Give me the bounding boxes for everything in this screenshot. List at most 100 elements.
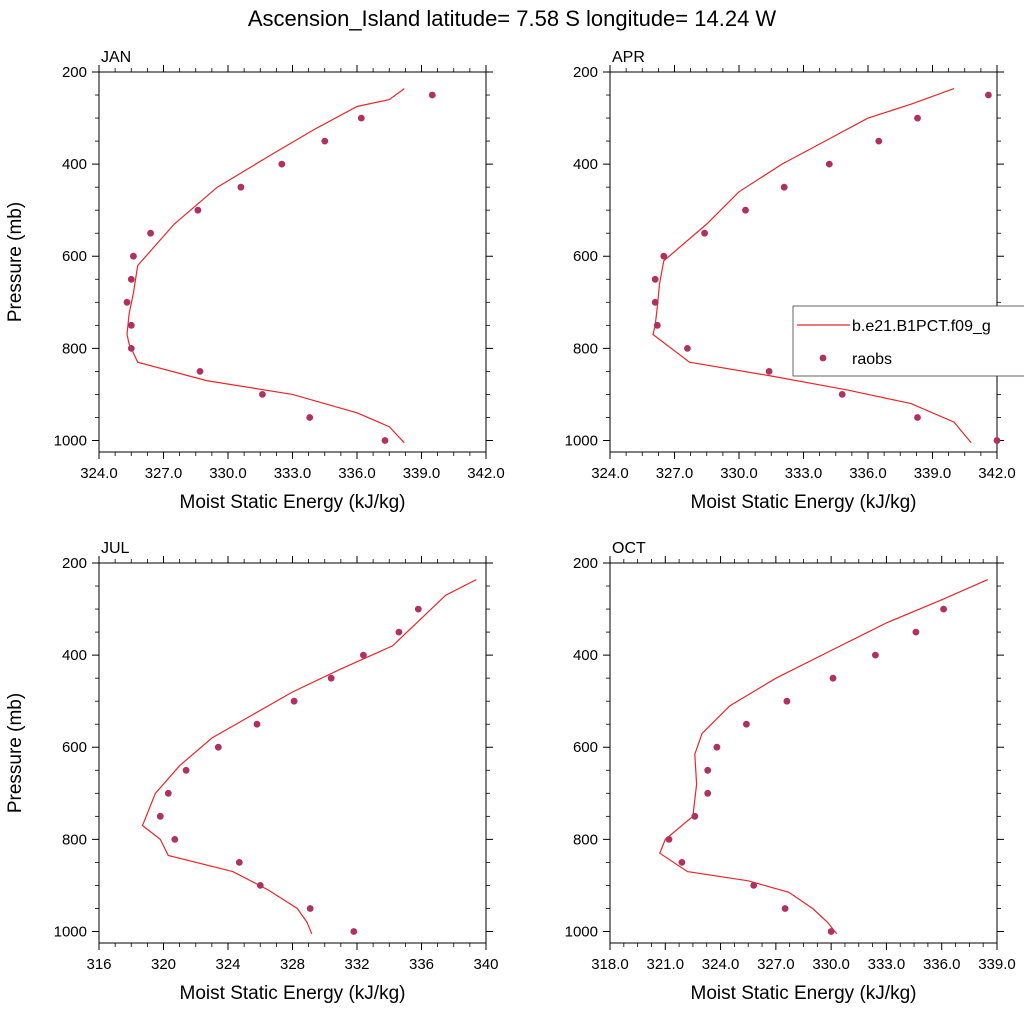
y-tick-label: 200 [62,64,87,81]
legend-dot-swatch [819,354,827,362]
x-tick-label: 336.0 [849,465,887,482]
legend-box [792,305,1024,377]
y-tick-label: 800 [62,831,87,848]
model-series-line [659,579,989,935]
figure-title: Ascension_Island latitude= 7.58 S longit… [248,6,777,31]
raobs-point [914,414,921,421]
model-series-line [141,579,477,935]
y-tick-label: 800 [573,831,598,848]
raobs-point [306,414,314,421]
x-tick-label: 339.0 [978,956,1016,973]
y-axis-label: Pressure (mb) [5,202,26,322]
raobs-point [651,298,659,306]
raobs-point [127,275,135,283]
y-tick-label: 200 [573,64,598,81]
y-tick-label: 200 [573,555,598,572]
y-tick-label: 400 [573,647,598,664]
raobs-point [743,720,750,728]
x-axis-label: Moist Static Energy (kJ/kg) [180,492,406,513]
x-tick-label: 321.0 [647,956,685,973]
x-tick-label: 330.0 [720,465,758,482]
y-tick-label: 1000 [565,432,598,449]
legend-line-label: b.e21.B1PCT.f09_g [852,318,991,335]
y-tick-label: 800 [62,340,87,357]
raobs-point [171,836,179,843]
panel-title: OCT [612,540,646,557]
raobs-point [414,605,422,613]
x-tick-label: 324.0 [591,465,629,482]
raobs-point [237,183,245,191]
panel-jan: 324.0 327.0 330.0 333.0 336.0 339.0 342.0 200 40… [5,49,505,513]
x-tick-label: 339.0 [403,465,441,482]
raobs-point [290,697,298,705]
raobs-point [428,91,436,99]
y-tick-label: 200 [62,555,87,572]
x-tick-label: 339.0 [914,465,952,482]
raobs-point [194,206,202,214]
y-tick-label: 600 [62,739,87,756]
y-tick-label: 400 [573,156,598,173]
raobs-point [838,391,846,398]
x-tick-label: 336.0 [338,465,376,482]
raobs-point [253,720,261,728]
x-tick-label: 333.0 [274,465,312,482]
legend-dot-label: raobs [852,351,892,368]
y-tick-label: 1000 [54,432,87,449]
raobs-point [653,321,661,329]
raobs-point [701,229,708,237]
y-tick-label: 400 [62,156,87,173]
raobs-point [765,368,773,375]
panel-oct: 318.0 321.0 324.0 327.0 330.0 333.0 336.0 339.0… [565,540,1016,1004]
raobs-point [750,882,758,889]
raobs-point [381,437,389,444]
raobs-point [651,275,659,283]
y-tick-label: 1000 [54,923,87,940]
raobs-point [350,928,358,935]
plot-frame [609,71,998,453]
x-tick-label: 332 [344,956,369,973]
raobs-point [691,812,699,820]
raobs-point [164,789,172,797]
model-series-line [126,88,405,444]
x-tick-label: 318.0 [591,956,629,973]
raobs-point [321,137,329,145]
raobs-point [713,743,721,751]
raobs-point [914,114,921,122]
x-tick-label: 327.0 [757,956,795,973]
x-tick-label: 324 [215,956,240,973]
raobs-point [780,183,788,191]
raobs-point [357,114,365,122]
panel-apr: 324.0 327.0 330.0 333.0 336.0 339.0 342.0 200 40… [565,49,1016,513]
y-tick-label: 1000 [565,923,598,940]
x-tick-label: 333.0 [785,465,823,482]
x-tick-label: 328 [280,956,305,973]
raobs-point [827,928,835,935]
raobs-point [940,605,947,613]
raobs-point [993,437,1001,444]
y-tick-label: 800 [573,340,598,357]
legend: b.e21.B1PCT.f09_g raobs [792,305,1024,377]
x-tick-label: 333.0 [868,956,906,973]
x-tick-label: 342.0 [467,465,505,482]
x-axis-label: Moist Static Energy (kJ/kg) [691,492,917,513]
raobs-point [678,859,686,866]
panel-jul: 316 320 324 328 332 336 340 200 400 600 800 1000 JUL… [5,540,499,1004]
x-tick-label: 336.0 [923,956,961,973]
x-tick-label: 330.0 [812,956,850,973]
x-tick-label: 316 [86,956,111,973]
x-tick-label: 330.0 [209,465,247,482]
x-axis-label: Moist Static Energy (kJ/kg) [691,983,917,1004]
raobs-point [182,766,190,774]
raobs-point [684,345,691,352]
x-tick-label: 324.0 [80,465,118,482]
raobs-point [665,836,673,843]
raobs-point [985,91,992,99]
raobs-point [235,859,243,866]
x-tick-label: 324.0 [702,956,740,973]
raobs-point [395,628,403,636]
y-tick-label: 600 [62,248,87,265]
y-tick-label: 600 [573,248,598,265]
raobs-point [214,743,222,751]
raobs-point [783,697,791,705]
